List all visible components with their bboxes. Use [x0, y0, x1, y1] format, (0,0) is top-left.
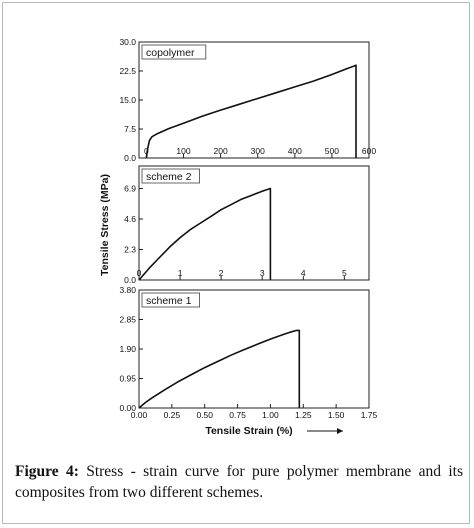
y-tick-label: 22.5	[119, 66, 136, 76]
x-tick-label: 400	[288, 146, 302, 156]
x-tick-label: 300	[251, 146, 265, 156]
x-tick-label: 1.75	[361, 410, 378, 420]
y-tick-label: 3.80	[119, 285, 136, 295]
series-line	[145, 64, 357, 159]
panel-label-box	[141, 168, 200, 184]
y-tick-label: 7.5	[124, 124, 136, 134]
x-tick-label: 100	[176, 146, 190, 156]
stress-strain-figure: 0.07.515.022.530.00 100 200 300 400 500 600cop…	[99, 37, 378, 437]
y-tick-label: 0.95	[119, 374, 136, 384]
y-axis-label: Tensile Stress (MPa)	[99, 174, 111, 276]
x-axis-arrow-head	[337, 428, 343, 434]
caption-label: Figure 4:	[15, 463, 79, 480]
x-axis-label: Tensile Strain (%)	[205, 425, 292, 437]
y-tick-label: 15.0	[119, 95, 136, 105]
x-tick-label: 500	[325, 146, 339, 156]
y-tick-label: 6.9	[124, 184, 136, 194]
panel-label: scheme 1	[146, 295, 192, 307]
x-tick-label: 0.25	[164, 410, 181, 420]
panel-label: copolymer	[146, 47, 195, 59]
y-tick-label: 0.0	[124, 275, 136, 285]
y-tick-label: 4.6	[124, 214, 136, 224]
caption-text: Stress - strain curve for pure polymer m…	[15, 463, 463, 501]
figure-frame: 0.0 7.5 15.0 22.5 30.0 0 100 200 300 400 500 600 cop…	[2, 2, 470, 524]
x-tick-label: 5	[342, 268, 347, 278]
y-tick-label: 0.0	[124, 153, 136, 163]
x-tick-label: 2	[219, 268, 224, 278]
x-tick-label: 1.00	[262, 410, 279, 420]
y-tick-label: 1.90	[119, 344, 136, 354]
panel-frame	[138, 165, 370, 281]
x-tick-label: 3	[260, 268, 265, 278]
x-tick-label: 0.00	[131, 410, 148, 420]
x-tick-label: 4	[301, 268, 306, 278]
panel-frame	[138, 289, 370, 409]
x-tick-label: 1.25	[295, 410, 312, 420]
series-line	[138, 329, 301, 409]
x-tick-label: 0.75	[229, 410, 246, 420]
y-tick-label: 2.3	[124, 245, 136, 255]
x-tick-label: 1	[178, 268, 183, 278]
x-tick-label: 0	[137, 268, 142, 278]
x-tick-label: 0.50	[196, 410, 213, 420]
x-tick-label: 1.50	[328, 410, 345, 420]
series-line	[138, 187, 272, 281]
x-tick-label: 600	[362, 146, 376, 156]
figure-caption: Figure 4: Stress - strain curve for pure…	[15, 461, 463, 503]
y-tick-label: 0.00	[119, 403, 136, 413]
panel-label-box	[141, 44, 207, 60]
panel-label: scheme 2	[146, 171, 192, 183]
y-tick-label: 30.0	[119, 37, 136, 47]
x-tick-label: 200	[214, 146, 228, 156]
panel-label-box	[141, 292, 200, 308]
y-tick-label: 2.85	[119, 315, 136, 325]
